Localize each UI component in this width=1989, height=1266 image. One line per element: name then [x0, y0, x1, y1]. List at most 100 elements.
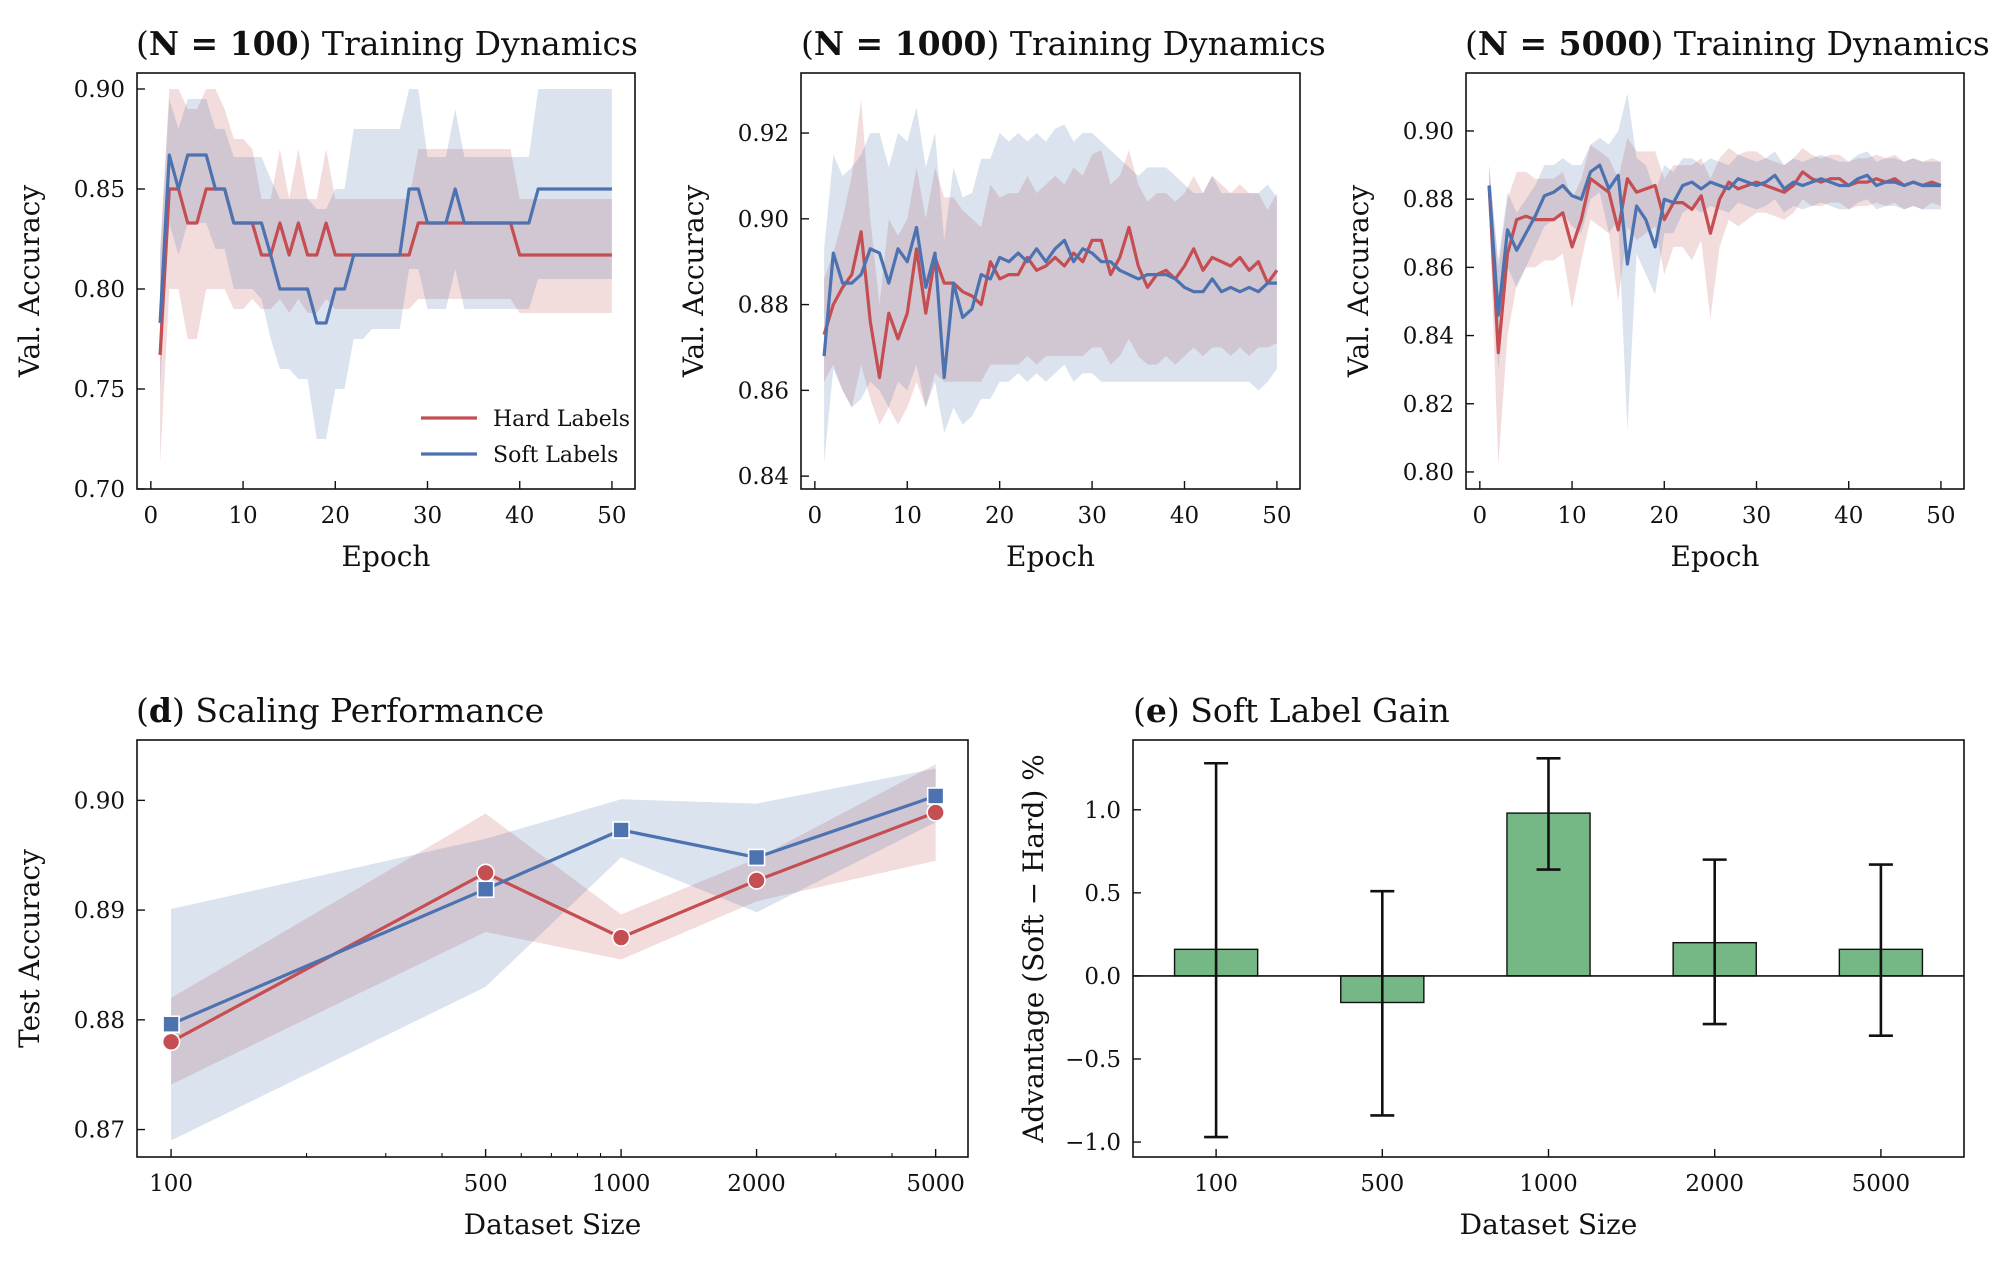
y-tick-label: −0.5	[1065, 1047, 1121, 1073]
x-tick-label: 30	[1077, 503, 1106, 529]
series-hard-point	[476, 863, 495, 883]
panel-c-title: (N = 5000) Training Dynamics	[1465, 24, 1989, 63]
series-soft-point	[926, 787, 945, 805]
panel-d-xlabel: Dataset Size	[464, 1208, 642, 1241]
panel-a-xlabel: Epoch	[342, 540, 431, 573]
panel-e-soft-label-gain: (e) Soft Label Gain −1.0 −0.5 0.0 0.5 1.0 100…	[1017, 691, 1965, 1241]
y-tick-label: 0.84	[1403, 324, 1454, 350]
x-tick-label: 40	[505, 503, 534, 529]
series-soft-band	[171, 768, 936, 1141]
legend-hard-label: Hard Labels	[493, 407, 630, 432]
y-tick-label: 0.70	[74, 477, 125, 503]
y-tick-label: 0.90	[74, 788, 125, 814]
legend-soft-label: Soft Labels	[493, 443, 618, 468]
x-tick-label: 2000	[1685, 1171, 1744, 1197]
panel-e-title: (e) Soft Label Gain	[1133, 691, 1450, 730]
x-tick-label: 40	[1834, 503, 1863, 529]
x-tick-label: 20	[1650, 503, 1679, 529]
y-tick-label: 0.5	[1084, 881, 1121, 907]
y-tick-label: 0.88	[1403, 187, 1454, 213]
y-tick-label: 0.88	[738, 293, 789, 319]
series-soft-line	[1487, 163, 1941, 317]
y-tick-label: 0.89	[74, 898, 125, 924]
panel-b-xlabel: Epoch	[1006, 540, 1095, 573]
x-tick-label: 30	[1742, 503, 1771, 529]
panel-a-plot-area	[158, 89, 612, 463]
x-tick-label: 2000	[727, 1171, 786, 1197]
x-tick-label: 0	[144, 503, 159, 529]
series-soft-point	[612, 821, 630, 839]
x-tick-label: 500	[464, 1171, 508, 1197]
x-tick-label: 10	[228, 503, 257, 529]
series-hard-line	[1487, 170, 1942, 355]
series-hard-band	[171, 764, 936, 1085]
panel-e-plot-area	[1133, 756, 1964, 1139]
x-tick-label: 5000	[1852, 1171, 1911, 1197]
x-tick-label: 1000	[1519, 1171, 1578, 1197]
panel-a-frame	[136, 72, 636, 490]
x-tick-label: 50	[1926, 503, 1955, 529]
panel-b-title: (N = 1000) Training Dynamics	[801, 24, 1326, 63]
series-soft-point	[162, 1015, 180, 1034]
x-tick-label: 30	[413, 503, 442, 529]
y-tick-label: 0.86	[738, 378, 789, 404]
series-soft-point	[747, 848, 766, 867]
series-hard-point	[926, 803, 945, 822]
panel-a-title: (N = 100) Training Dynamics	[136, 24, 638, 63]
series-soft-band	[824, 107, 1277, 464]
y-tick-label: 0.90	[738, 207, 789, 233]
panel-b-frame	[800, 72, 1301, 490]
panel-e-ylabel: Advantage (Soft − Hard) %	[1017, 754, 1050, 1144]
panel-c-xlabel: Epoch	[1671, 540, 1760, 573]
y-tick-label: 0.87	[74, 1118, 125, 1144]
panel-d-title: (d) Scaling Performance	[136, 691, 544, 730]
panel-d-frame	[136, 739, 969, 1158]
x-tick-label: 20	[985, 503, 1014, 529]
y-tick-label: −1.0	[1065, 1130, 1121, 1156]
series-soft-line	[822, 225, 1277, 380]
y-tick-label: 0.82	[1403, 392, 1454, 418]
y-tick-label: 0.90	[1403, 119, 1454, 145]
panel-a-training-dynamics-n100: (N = 100) Training Dynamics 0.70 0.75 0.80…	[13, 24, 638, 573]
panel-e-xlabel: Dataset Size	[1460, 1208, 1638, 1241]
panel-c-ylabel: Val. Accuracy	[1342, 185, 1375, 378]
series-hard-band	[1489, 137, 1941, 466]
x-tick-label: 10	[1557, 503, 1586, 529]
panel-c-plot-area	[1487, 93, 1942, 466]
series-soft-band	[160, 89, 612, 439]
y-tick-label: 0.80	[1403, 460, 1454, 486]
y-tick-label: 0.84	[738, 464, 789, 490]
x-tick-label: 20	[321, 503, 350, 529]
x-tick-label: 100	[149, 1171, 193, 1197]
series-hard-line	[822, 225, 1279, 380]
series-soft-line	[158, 153, 612, 325]
series-soft-point	[476, 880, 495, 899]
panel-d-ylabel: Test Accuracy	[13, 849, 46, 1048]
x-tick-label: 50	[1262, 503, 1291, 529]
x-tick-label: 1000	[592, 1171, 651, 1197]
y-tick-label: 0.80	[74, 277, 125, 303]
panel-c-frame	[1465, 72, 1965, 490]
y-tick-label: 0.0	[1084, 964, 1121, 990]
panel-b-plot-area	[822, 98, 1279, 464]
x-tick-label: 100	[1194, 1171, 1238, 1197]
series-hard-point	[161, 1032, 181, 1052]
y-tick-label: 0.88	[74, 1008, 125, 1034]
panel-b-training-dynamics-n1000: (N = 1000) Training Dynamics 0.84 0.86 0.8…	[677, 24, 1326, 573]
panel-d-scaling-performance: (d) Scaling Performance 0.87 0.88 0.89 0.90…	[13, 691, 969, 1241]
x-tick-label: 0	[808, 503, 823, 529]
series-hard-point	[611, 928, 631, 947]
series-hard-band	[160, 89, 612, 463]
panel-d-plot-area	[161, 764, 945, 1141]
panel-c-training-dynamics-n5000: (N = 5000) Training Dynamics 0.80 0.82 0.8…	[1342, 24, 1989, 573]
panel-a-ylabel: Val. Accuracy	[13, 185, 46, 378]
y-tick-label: 0.90	[74, 77, 125, 103]
x-tick-label: 500	[1360, 1171, 1404, 1197]
legend: Hard Labels Soft Labels	[421, 407, 630, 468]
x-tick-label: 40	[1170, 503, 1199, 529]
y-tick-label: 0.85	[74, 177, 125, 203]
y-tick-label: 0.92	[738, 121, 789, 147]
y-tick-label: 1.0	[1084, 798, 1121, 824]
series-hard-point	[747, 871, 766, 890]
